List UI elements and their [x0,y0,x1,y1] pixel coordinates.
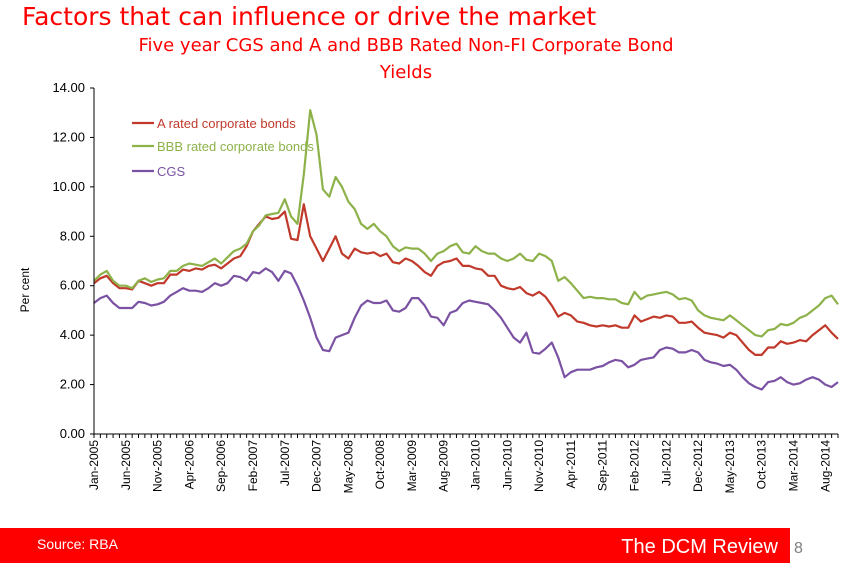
x-tick-label: Apr-2011 [564,440,578,489]
y-tick-label: 0.00 [60,426,85,441]
x-tick-label: Jul-2012 [659,440,673,486]
x-axis-ticks: Jan-2005 Jun-2005 Nov-2005 Apr-2006 Sep-2006… [87,434,852,493]
y-tick-label: 14.00 [52,80,85,95]
y-tick-label: 12.00 [52,129,85,144]
x-tick-label: Apr-2006 [182,440,196,490]
series-line-2 [93,267,839,391]
y-tick-label: 8.00 [60,228,85,243]
slide-title: Factors that can influence or drive the … [22,2,597,31]
chart-title-line-2: Yields [379,62,433,83]
brand-name: The DCM Review [621,536,778,558]
x-tick-label: Jan-2015 [850,440,852,490]
x-tick-label: Mar-2014 [786,440,800,492]
series-line-0 [93,203,839,356]
x-tick-label: Feb-2012 [628,440,642,492]
x-tick-label: Nov-2005 [151,440,165,492]
y-tick-label: 10.00 [52,179,85,194]
yield-line-chart: 0.00 2.00 4.00 6.00 8.00 10.00 12.00 14.00 Jan-… [18,80,852,493]
series-line-1 [93,109,839,338]
x-tick-label: May-2008 [341,440,355,494]
y-axis-ticks: 0.00 2.00 4.00 6.00 8.00 10.00 12.00 14.00 [52,80,94,441]
y-axis-label: Per cent [18,267,32,312]
page-number: 8 [794,540,803,557]
x-tick-label: Jun-2010 [500,440,514,490]
x-tick-label: Aug-2009 [437,440,451,492]
x-tick-label: Feb-2007 [246,440,260,492]
chart-legend: A rated corporate bonds BBB rated corpora… [132,116,314,179]
x-tick-label: Sep-2011 [596,440,610,491]
x-tick-label: Sep-2006 [214,440,228,492]
x-tick-label: Jan-2010 [469,440,483,490]
x-tick-label: Jul-2007 [278,440,292,486]
x-tick-label: Oct-2008 [373,440,387,490]
legend-label-2: CGS [157,164,186,179]
source-note: Source: RBA [37,536,118,552]
series-layer [93,109,839,391]
y-tick-label: 2.00 [60,377,85,392]
footer-bar: Source: RBA The DCM Review [0,528,790,563]
x-tick-label: Oct-2013 [755,440,769,490]
x-tick-label: Mar-2009 [405,440,419,492]
legend-label-0: A rated corporate bonds [157,116,296,131]
x-tick-label: May-2013 [723,440,737,494]
x-tick-label: Nov-2010 [532,440,546,492]
x-tick-label: Dec-2007 [310,440,324,492]
x-tick-label: Aug-2014 [818,440,832,492]
y-tick-label: 6.00 [60,278,85,293]
legend-label-1: BBB rated corporate bonds [157,139,314,154]
x-tick-label: Jun-2005 [119,440,133,490]
y-tick-label: 4.00 [60,327,85,342]
chart-title-line-1: Five year CGS and A and BBB Rated Non-FI… [138,35,674,56]
x-tick-label: Dec-2012 [691,440,705,492]
x-tick-label: Jan-2005 [87,440,101,490]
